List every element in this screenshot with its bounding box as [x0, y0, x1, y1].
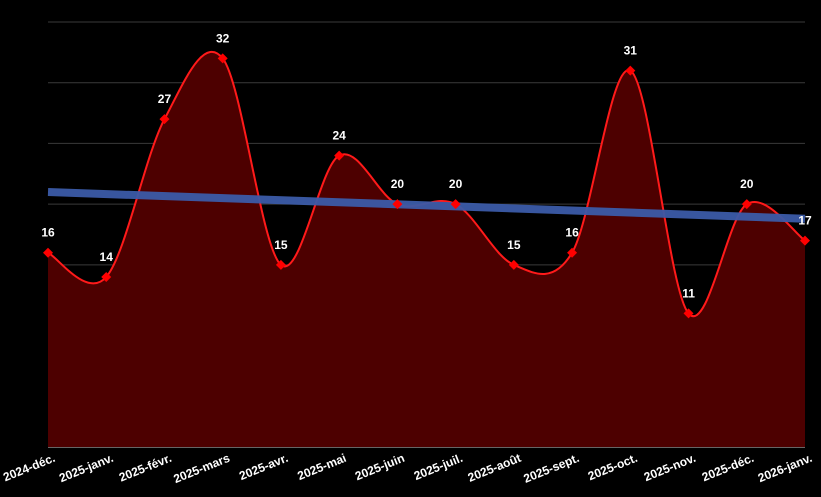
x-axis-tick-labels: 2024-déc. 2025-janv. 2025-févr.2025-mars 20… [1, 451, 814, 486]
data-marker [800, 235, 810, 246]
data-label: 15 [274, 238, 288, 252]
x-tick-label: 2025-août [466, 451, 523, 485]
data-label: 20 [740, 177, 754, 191]
data-label: 20 [391, 177, 405, 191]
x-tick-label: 2025-avr. [237, 451, 290, 483]
x-tick-label: 2025-juil. [412, 451, 465, 483]
data-labels: 16 14 27 32 15 24 20 20 15 16 31 11 20 17 [41, 31, 812, 300]
data-label: 16 [41, 226, 55, 240]
x-tick-label: 2025-janv. [57, 451, 115, 485]
data-label: 32 [216, 31, 230, 45]
data-marker [625, 65, 636, 76]
data-label: 31 [624, 44, 638, 58]
data-marker [508, 259, 519, 270]
data-label: 16 [565, 226, 579, 240]
data-label: 24 [332, 129, 346, 143]
data-marker [450, 199, 461, 210]
data-marker [101, 272, 112, 282]
trend-line [47, 188, 806, 223]
data-label: 27 [158, 92, 172, 106]
data-marker [217, 53, 228, 64]
x-tick-label: 2025-nov. [642, 451, 698, 484]
data-marker [334, 150, 345, 161]
data-label: 20 [449, 177, 463, 191]
data-marker [392, 199, 403, 210]
series-area [48, 51, 805, 448]
data-marker [43, 247, 53, 258]
data-label: 11 [682, 286, 695, 300]
x-tick-label: 2025-juin [353, 451, 406, 483]
data-marker [159, 114, 170, 125]
data-label: 17 [798, 214, 812, 228]
data-label: 14 [100, 250, 114, 264]
x-tick-label: 2024-déc. [1, 451, 57, 484]
data-marker [567, 247, 578, 258]
x-tick-label: 2026-janv. [756, 451, 814, 485]
x-tick-label: 2025-oct. [586, 451, 639, 483]
data-marker [683, 308, 694, 319]
data-marker [275, 259, 286, 270]
x-tick-label: 2025-sept. [522, 451, 582, 486]
data-marker [741, 199, 752, 210]
data-markers [43, 53, 810, 319]
data-label: 15 [507, 238, 521, 252]
x-tick-label: 2025-mars [172, 451, 233, 486]
x-tick-label: 2025-mai [295, 451, 348, 483]
x-tick-label: 2025-févr. [117, 451, 174, 485]
x-tick-label: 2025-déc. [700, 451, 756, 484]
